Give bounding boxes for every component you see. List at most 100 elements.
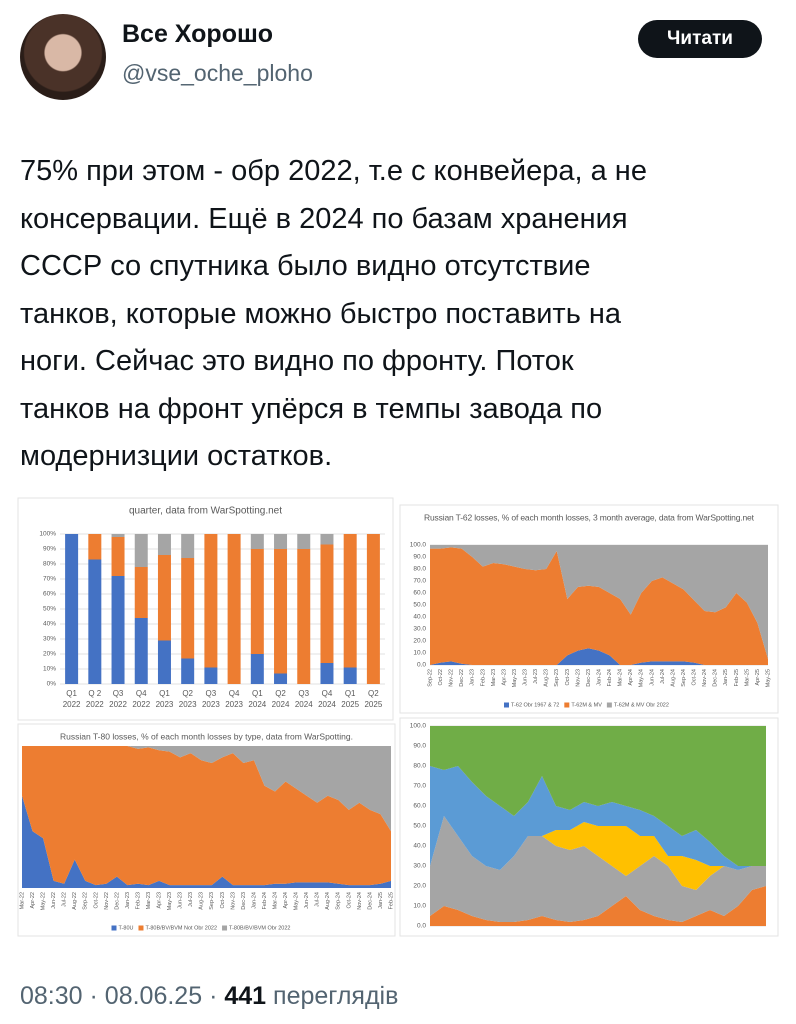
x-tick-line: Q1 <box>345 689 356 698</box>
x-tick-label: Q2 2025 <box>364 689 382 709</box>
area <box>430 886 766 926</box>
x-tick-line: Q3 <box>113 689 124 698</box>
x-tick-label: May-25 <box>765 669 771 687</box>
bar-segment <box>250 654 264 684</box>
y-tick-label: 20% <box>43 651 56 658</box>
x-tick-label: Apr-24 <box>628 669 634 686</box>
legend-label: T-80U <box>119 925 134 931</box>
x-tick-label: Nov-22 <box>449 669 455 687</box>
legend-label: T-62M & MV <box>571 702 602 708</box>
bar-segment <box>250 534 264 549</box>
time: 08:30 <box>20 982 83 1010</box>
x-tick-label: Apr-23 <box>501 669 507 686</box>
x-tick-line: Q4 <box>136 689 147 698</box>
x-tick-label: Aug-24 <box>670 669 676 687</box>
text-line: танков на фронт упёрся в темпы завода по <box>20 392 603 425</box>
x-tick-label: Oct-23 <box>220 892 226 909</box>
y-tick-label: 90.0 <box>413 554 426 561</box>
y-tick-label: 50.0 <box>413 823 426 830</box>
views-label: переглядів <box>273 982 399 1010</box>
x-tick-line: Q3 <box>298 689 309 698</box>
y-tick-label: 80.0 <box>413 566 426 573</box>
x-tick-label: Jan-24 <box>596 669 602 686</box>
x-tick-label: Apr-24 <box>283 892 289 909</box>
y-tick-label: 70.0 <box>413 783 426 790</box>
bar-segment <box>181 558 195 659</box>
author-handle[interactable]: @vse_oche_ploho <box>122 60 313 86</box>
y-tick-label: 0.0 <box>417 923 426 930</box>
x-tick-line: 2024 <box>295 700 313 709</box>
area <box>430 766 766 870</box>
y-tick-label: 10.0 <box>413 650 426 657</box>
x-tick-label: Oct-23 <box>565 669 571 686</box>
x-tick-label: Q2 2024 <box>272 689 290 709</box>
x-tick-label: Mar-23 <box>146 892 152 909</box>
x-tick-line: 2023 <box>202 700 220 709</box>
bar-segment <box>320 534 334 545</box>
y-tick-label: 0.0 <box>417 662 426 669</box>
x-tick-label: Dec-22 <box>114 892 120 910</box>
x-tick-line: Q2 <box>182 689 193 698</box>
chart-title: Russian T-62 losses, % of each month los… <box>424 512 755 522</box>
avatar[interactable] <box>20 14 106 100</box>
x-tick-label: Aug-23 <box>199 892 205 910</box>
bar-segment <box>134 534 148 567</box>
x-tick-line: 2023 <box>179 700 197 709</box>
y-tick-label: 60.0 <box>413 803 426 810</box>
x-tick-label: Q1 2023 <box>156 689 174 709</box>
x-tick-line: 2022 <box>132 700 150 709</box>
x-tick-line: Q2 <box>368 689 379 698</box>
y-tick-label: 40.0 <box>413 614 426 621</box>
x-tick-label: Feb-25 <box>734 669 740 686</box>
x-tick-label: Q4 2024 <box>318 689 336 709</box>
x-tick-label: Aug-23 <box>544 669 550 687</box>
read-button[interactable]: Читати <box>638 20 762 58</box>
y-tick-label: 60% <box>43 591 56 598</box>
chart-title: Russian T-80 losses, % of each month los… <box>60 731 353 741</box>
bar-segment <box>274 673 288 684</box>
y-tick-label: 80% <box>43 561 56 568</box>
x-tick-label: Q3 2023 <box>202 689 220 709</box>
x-tick-label: Q3 2024 <box>295 689 313 709</box>
x-tick-label: Q1 2025 <box>341 689 359 709</box>
bar-segment <box>181 534 195 558</box>
bar-segment <box>65 534 79 684</box>
x-tick-label: Jul-24 <box>660 669 666 684</box>
x-tick-line: 2022 <box>86 700 104 709</box>
area <box>430 816 766 890</box>
text-line: 75% при этом - обр 2022, т.е с конвейера… <box>20 155 647 187</box>
bar-segment <box>111 537 125 576</box>
x-tick-label: Jun-23 <box>523 669 529 686</box>
text-line: ноги. Сейчас это видно по фронту. Поток <box>20 345 574 377</box>
x-tick-label: Sep-23 <box>554 669 560 687</box>
x-tick-label: Oct-22 <box>438 669 444 686</box>
x-tick-label: Nov-24 <box>702 669 708 687</box>
x-tick-label: Jul-23 <box>533 669 539 684</box>
bar-segment <box>134 618 148 684</box>
x-tick-label: May-24 <box>294 892 300 910</box>
y-tick-label: 10% <box>43 666 56 673</box>
author-name[interactable]: Все Хорошо <box>122 20 274 48</box>
legend-label: T-62M & MV Obr 2022 <box>614 702 669 708</box>
x-tick-label: Feb-24 <box>262 892 268 909</box>
tweet-meta: 08:30 · 08.06.25 · 441 переглядів <box>20 982 398 1011</box>
y-tick-label: 90% <box>43 546 56 553</box>
x-tick-label: Jan-25 <box>378 892 384 909</box>
bar-segment <box>274 534 288 549</box>
y-tick-label: 50.0 <box>413 602 426 609</box>
separator: · <box>89 982 98 1010</box>
bar-segment <box>274 549 288 674</box>
x-tick-label: Oct-22 <box>93 892 99 909</box>
x-tick-label: Sep-22 <box>83 892 89 910</box>
area <box>430 545 768 659</box>
bar-segment <box>157 555 171 641</box>
x-tick-label: Mar-24 <box>272 892 278 909</box>
x-tick-label: Q2 2023 <box>179 689 197 709</box>
legend-swatch <box>564 702 570 708</box>
x-tick-label: Feb-25 <box>388 892 394 909</box>
x-tick-label: Mar-23 <box>491 669 497 686</box>
x-tick-label: Jul-23 <box>188 892 194 907</box>
x-tick-label: Dec-22 <box>459 669 465 687</box>
y-tick-label: 30.0 <box>413 626 426 633</box>
